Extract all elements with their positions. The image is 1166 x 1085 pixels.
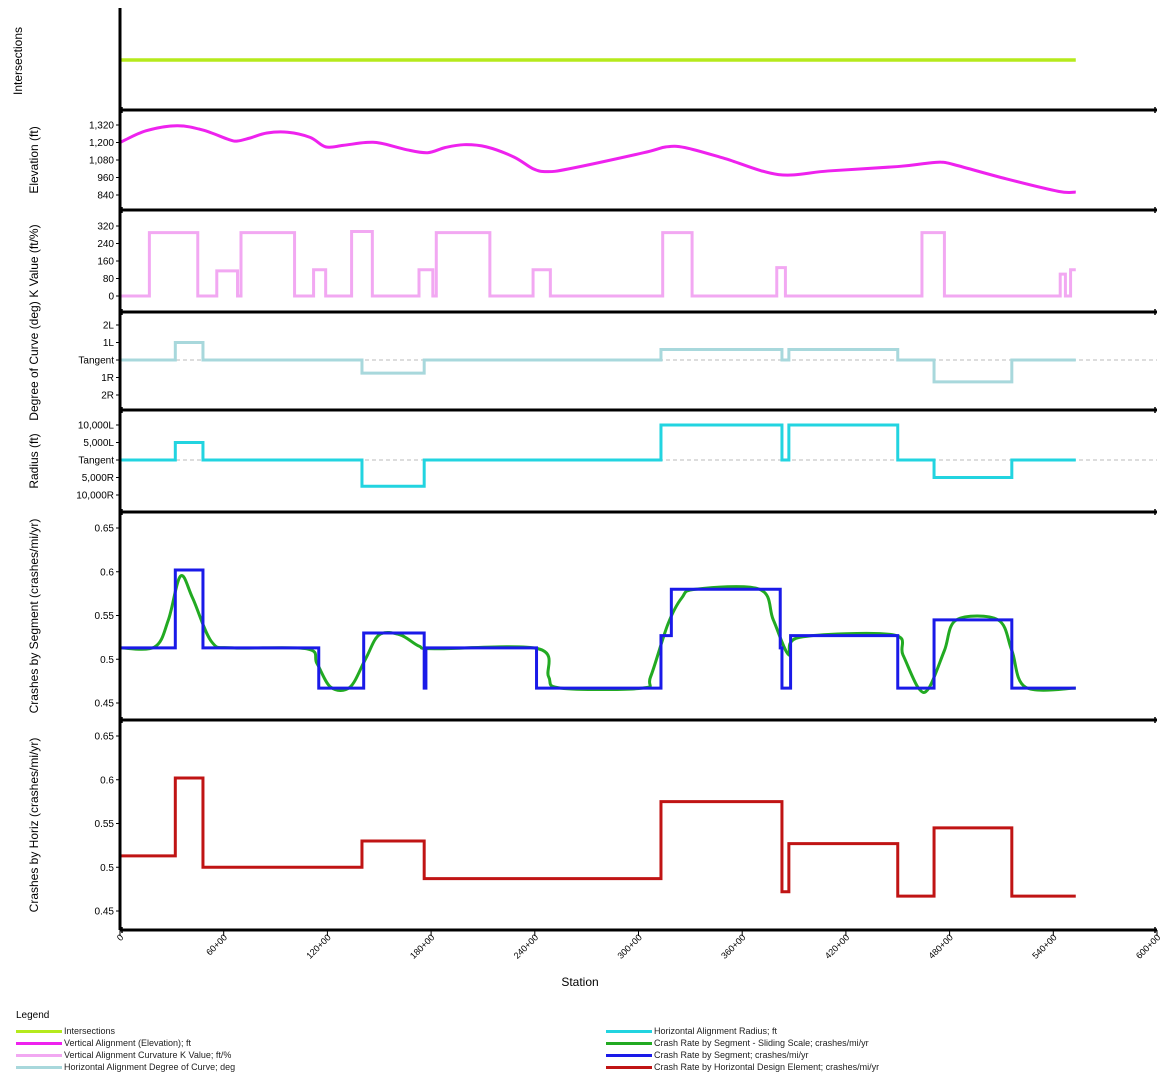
y-tick-label: 0.45 [95, 907, 115, 918]
x-tick-label: 240+00 [512, 932, 540, 960]
x-tick-label: 420+00 [823, 932, 851, 960]
x-tick-label: 60+00 [204, 932, 229, 957]
y-tick-label: 1R [101, 373, 114, 384]
legend-label: Horizontal Alignment Degree of Curve; de… [64, 1062, 236, 1072]
legend-title: Legend [16, 1010, 50, 1021]
y-tick-label: 10,000R [76, 491, 114, 502]
y-tick-label: 80 [103, 274, 115, 285]
chart-panels: Intersections 1,320 1,200 1,080 960 840 Elevat… [11, 8, 1157, 933]
panel-y-label: Radius (ft) [27, 433, 41, 488]
panel-degree-of-curve: 2L 1L Tangent 1R 2R Degree of Curve (deg) [27, 301, 1157, 421]
panel-y-label: Degree of Curve (deg) [27, 301, 41, 420]
panel-y-label: Elevation (ft) [27, 126, 41, 193]
legend-item: Crash Rate by Segment; crashes/mi/yr [606, 1049, 809, 1061]
series-crash-rate-by-horizontal-design-element [120, 776, 1076, 898]
legend-label: Intersections [64, 1026, 116, 1036]
series-crash-rate-by-segment-sliding-scale [119, 574, 1076, 695]
legend-label: Vertical Alignment (Elevation); ft [64, 1038, 192, 1048]
legend-swatch [16, 1042, 62, 1046]
panel-elevation: 1,320 1,200 1,080 960 840 Elevation (ft) [27, 121, 1157, 213]
y-tick-label: 0 [108, 292, 114, 303]
legend-swatch [606, 1054, 652, 1058]
y-tick-label: 2L [103, 321, 115, 332]
y-tick-label: 0.55 [95, 611, 115, 622]
y-tick-label: 240 [97, 239, 114, 250]
y-tick-label: 960 [97, 173, 114, 184]
y-tick-label: 2R [101, 391, 114, 402]
panel-k-value: 320 240 160 80 0 K Value (ft/%) [27, 222, 1157, 315]
x-tick-label: 120+00 [304, 932, 332, 960]
series-crash-rate-by-segment [118, 568, 1076, 690]
legend-label: Crash Rate by Horizontal Design Element;… [654, 1062, 880, 1072]
y-tick-label: 1,080 [89, 156, 114, 167]
y-tick-label: 0.5 [100, 863, 114, 874]
chart-area: Intersections 1,320 1,200 1,080 960 840 Elevat… [11, 8, 1162, 989]
x-tick-label: 600+00 [1134, 932, 1162, 960]
y-tick-label: 0.45 [95, 699, 115, 710]
series-horizontal-alignment-radius [120, 423, 1076, 488]
x-tick-label: 480+00 [927, 932, 955, 960]
y-tick-label: Tangent [78, 456, 114, 467]
y-tick-label: 0.65 [95, 732, 115, 743]
panel-crashes-by-horiz: 0.65 0.6 0.55 0.5 0.45 Crashes by Horiz (cras… [27, 732, 1157, 933]
legend-swatch [16, 1066, 62, 1070]
y-tick-label: 160 [97, 257, 114, 268]
panel-y-label: K Value (ft/%) [27, 224, 41, 297]
panel-y-label: Crashes by Horiz (crashes/mi/yr) [27, 738, 41, 913]
legend-item: Vertical Alignment Curvature K Value; ft… [16, 1049, 231, 1061]
y-tick-label: 0.6 [100, 775, 114, 786]
y-tick-label: 1,200 [89, 138, 114, 149]
x-tick-label: 360+00 [719, 932, 747, 960]
x-tick-label: 180+00 [408, 932, 436, 960]
legend-swatch [606, 1030, 652, 1034]
legend-item: Horizontal Alignment Radius; ft [606, 1025, 777, 1037]
legend-label: Vertical Alignment Curvature K Value; ft… [64, 1050, 232, 1060]
y-tick-label: 0.6 [100, 567, 114, 578]
x-axis-title: Station [561, 975, 598, 989]
series-horizontal-alignment-degree-of-curve [120, 341, 1076, 384]
x-tick-label: 0 [115, 932, 126, 943]
y-tick-label: 1L [103, 338, 115, 349]
legend-swatch [606, 1066, 652, 1070]
legend-item: Crash Rate by Horizontal Design Element;… [606, 1061, 879, 1073]
y-tick-label: 0.65 [95, 524, 115, 535]
legend-item: Vertical Alignment (Elevation); ft [16, 1037, 191, 1049]
series-vertical-alignment-curvature-k-value [120, 229, 1076, 298]
series-vertical-alignment-elevation- [119, 124, 1076, 195]
y-tick-label: 840 [97, 191, 114, 202]
panel-intersections: Intersections [11, 27, 1157, 113]
legend-item: Crash Rate by Segment - Sliding Scale; c… [606, 1037, 869, 1049]
legend-label: Crash Rate by Segment - Sliding Scale; c… [654, 1038, 869, 1048]
x-tick-label: 540+00 [1030, 932, 1058, 960]
y-tick-label: 0.55 [95, 819, 115, 830]
y-tick-label: 5,000R [82, 473, 114, 484]
y-tick-label: 320 [97, 222, 114, 233]
legend-swatch [16, 1030, 62, 1034]
legend-label: Horizontal Alignment Radius; ft [654, 1026, 778, 1036]
legend: Legend Intersections Vertical Alignment (… [16, 1010, 1156, 1085]
legend-swatch [606, 1042, 652, 1046]
y-tick-label: Tangent [78, 356, 114, 367]
panel-y-label: Intersections [11, 27, 25, 95]
y-tick-label: 1,320 [89, 121, 114, 132]
panel-radius: 10,000L 5,000L Tangent 5,000R 10,000R Radius … [27, 421, 1157, 515]
y-tick-label: 10,000L [78, 421, 115, 432]
panel-y-label: Crashes by Segment (crashes/mi/yr) [27, 519, 41, 714]
station-axis: 0 60+00 120+00 180+00 240+00 300+00 360+00 420+… [115, 930, 1162, 961]
legend-swatch [16, 1054, 62, 1058]
y-tick-label: 5,000L [83, 438, 114, 449]
legend-item: Intersections [16, 1025, 115, 1037]
panel-crashes-by-segment: 0.65 0.6 0.55 0.5 0.45 Crashes by Segment (cr… [27, 519, 1157, 723]
legend-label: Crash Rate by Segment; crashes/mi/yr [654, 1050, 809, 1060]
x-tick-label: 300+00 [615, 932, 643, 960]
legend-item: Horizontal Alignment Degree of Curve; de… [16, 1061, 235, 1073]
y-tick-label: 0.5 [100, 655, 114, 666]
